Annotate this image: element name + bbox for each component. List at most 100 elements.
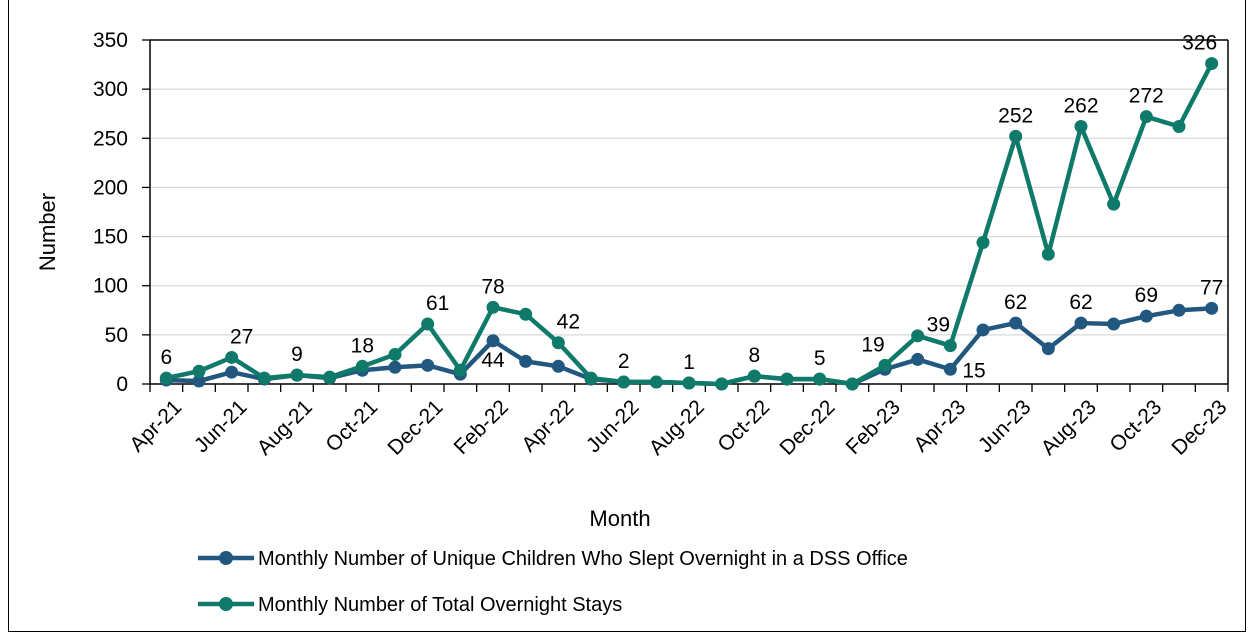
series-1-point [388, 360, 402, 374]
data-label: 2 [618, 350, 630, 373]
y-tick-label: 300 [93, 78, 128, 101]
x-axis-title: Month [589, 506, 650, 531]
data-label: 272 [1129, 85, 1164, 108]
x-tick-label: Apr-21 [125, 396, 186, 457]
series-1-point [421, 358, 435, 372]
data-label: 69 [1135, 284, 1158, 307]
series-2-point [421, 317, 435, 331]
x-tick-label: Feb-22 [450, 396, 513, 459]
x-tick-label: Oct-22 [713, 396, 774, 457]
series-2-point [1041, 247, 1055, 261]
series-2-point [911, 329, 925, 343]
data-label: 252 [998, 104, 1033, 127]
x-tick-label: Apr-22 [517, 396, 578, 457]
legend-swatch-marker [219, 551, 233, 565]
data-label: 5 [814, 347, 826, 370]
series-2-point [551, 336, 565, 350]
y-tick-label: 50 [105, 324, 128, 347]
series-2-point [388, 348, 402, 362]
series-2-point [1074, 119, 1088, 133]
y-tick-label: 0 [116, 373, 128, 396]
series-1-point [192, 374, 206, 388]
series-1-point [976, 323, 990, 337]
series-2-point [323, 370, 337, 384]
y-tick-label: 100 [93, 275, 128, 298]
series-2-point [1139, 110, 1153, 124]
series-2-point [715, 377, 729, 391]
data-label: 19 [861, 333, 884, 356]
series-2-point [1205, 57, 1219, 71]
y-axis-title: Number [35, 193, 60, 271]
data-label: 15 [962, 359, 985, 382]
x-tick-label: Oct-21 [321, 396, 382, 457]
x-tick-label: Oct-23 [1105, 396, 1166, 457]
series-2-point [878, 358, 892, 372]
legend-label: Monthly Number of Total Overnight Stays [258, 594, 622, 616]
data-label: 62 [1004, 291, 1027, 314]
series-1-point [1074, 316, 1088, 330]
series-2-point [192, 364, 206, 378]
chart-frame [8, 0, 1246, 632]
y-tick-label: 250 [93, 127, 128, 150]
y-tick-label: 350 [93, 29, 128, 52]
series-2-point [290, 368, 304, 382]
legend-swatch-marker [219, 597, 233, 611]
x-tick-label: Aug-22 [645, 396, 709, 460]
series-1-point [1041, 342, 1055, 356]
series-1-point [486, 334, 500, 348]
series-1-point [551, 359, 565, 373]
series-2-point [225, 350, 239, 364]
y-tick-label: 150 [93, 226, 128, 249]
series-2-point [943, 339, 957, 353]
data-label: 27 [230, 325, 253, 348]
series-2-point [1009, 129, 1023, 143]
data-label: 9 [291, 343, 303, 366]
y-tick-label: 200 [93, 176, 128, 199]
series-2-point [780, 372, 794, 386]
series-1-point [1139, 309, 1153, 323]
x-tick-label: Jun-22 [582, 396, 644, 458]
series-2-point [976, 235, 990, 249]
data-label: 77 [1200, 276, 1223, 299]
series-1-point [1172, 303, 1186, 317]
series-1-point [225, 365, 239, 379]
x-tick-label: Dec-22 [775, 396, 839, 460]
legend-label: Monthly Number of Unique Children Who Sl… [258, 548, 908, 570]
data-label: 8 [748, 344, 760, 367]
series-2-point [519, 307, 533, 321]
series-1-point [1107, 317, 1121, 331]
series-1-point [519, 354, 533, 368]
data-label: 44 [481, 349, 505, 372]
series-2-point [159, 371, 173, 385]
x-tick-label: Jun-23 [974, 396, 1036, 458]
legend: Monthly Number of Unique Children Who Sl… [198, 548, 908, 616]
x-tick-label: Jun-21 [190, 396, 252, 458]
series-2-point [617, 375, 631, 389]
series-2-point [682, 376, 696, 390]
series-2-point [747, 369, 761, 383]
series-2-point [1107, 197, 1121, 211]
series-2-point [649, 375, 663, 389]
data-label: 1 [683, 351, 695, 374]
series-1-point [911, 352, 925, 366]
series-2-point [453, 363, 467, 377]
series-1-point [1009, 316, 1023, 330]
series-2-point [355, 359, 369, 373]
data-label: 78 [481, 275, 504, 298]
series-2-point [845, 377, 859, 391]
series-line-2 [164, 61, 1214, 387]
data-label: 262 [1063, 94, 1098, 117]
series-lines [159, 57, 1219, 391]
series-2-point [1172, 119, 1186, 133]
x-tick-label: Dec-23 [1167, 396, 1231, 460]
data-label: 42 [557, 311, 580, 334]
data-label: 62 [1069, 291, 1092, 314]
series-2-point [813, 372, 827, 386]
data-label: 18 [351, 334, 374, 357]
data-label: 61 [426, 292, 449, 315]
data-label: 6 [160, 346, 172, 369]
x-tick-label: Aug-23 [1037, 396, 1101, 460]
